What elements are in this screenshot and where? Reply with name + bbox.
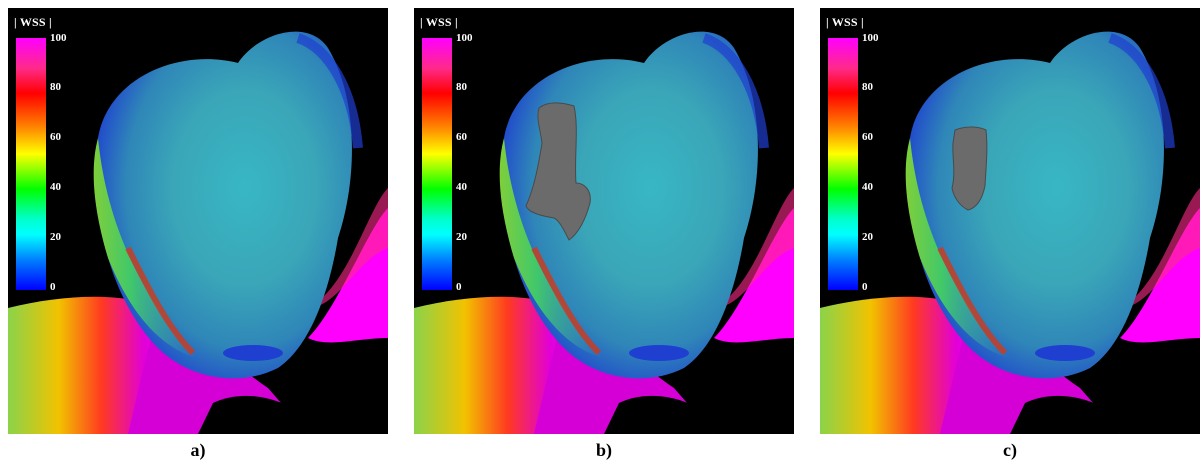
panel-a: | WSS | 100 80 60 40 20 0 <box>8 8 388 434</box>
legend-tick-60: 60 <box>862 131 873 143</box>
legend-tick-80: 80 <box>862 81 873 93</box>
legend-tick-0: 0 <box>862 281 868 293</box>
thrombus-overlay-small <box>951 126 988 211</box>
legend-tick-20: 20 <box>862 231 873 243</box>
legend-tick-100: 100 <box>456 32 473 44</box>
legend-title: | WSS | <box>14 15 52 29</box>
panel-b: | WSS | 100 80 60 40 20 0 <box>414 8 794 434</box>
legend-tick-60: 60 <box>50 131 61 143</box>
aneurysm-render <box>820 31 1200 434</box>
legend-tick-0: 0 <box>50 281 56 293</box>
aneurysm-render <box>414 31 794 434</box>
caption-c: c) <box>1003 440 1017 460</box>
color-legend-bar <box>828 38 858 290</box>
legend-title: | WSS | <box>420 15 458 29</box>
legend-title: | WSS | <box>826 15 864 29</box>
caption-a: a) <box>190 440 206 460</box>
legend-tick-100: 100 <box>862 32 879 44</box>
legend-tick-40: 40 <box>862 181 873 193</box>
legend-tick-60: 60 <box>456 131 467 143</box>
legend-tick-0: 0 <box>456 281 462 293</box>
color-legend-bar <box>16 38 46 290</box>
caption-b: b) <box>595 440 612 460</box>
aneurysm-render <box>8 31 388 434</box>
legend-tick-80: 80 <box>50 81 61 93</box>
panel-c: | WSS | 100 80 60 40 20 0 <box>820 8 1200 434</box>
legend-tick-100: 100 <box>50 32 67 44</box>
legend-tick-20: 20 <box>456 231 467 243</box>
legend-tick-20: 20 <box>50 231 61 243</box>
legend-tick-80: 80 <box>456 81 467 93</box>
legend-tick-40: 40 <box>456 181 467 193</box>
thrombus-overlay-large <box>525 102 591 241</box>
legend-tick-40: 40 <box>50 181 61 193</box>
color-legend-bar <box>422 38 452 290</box>
